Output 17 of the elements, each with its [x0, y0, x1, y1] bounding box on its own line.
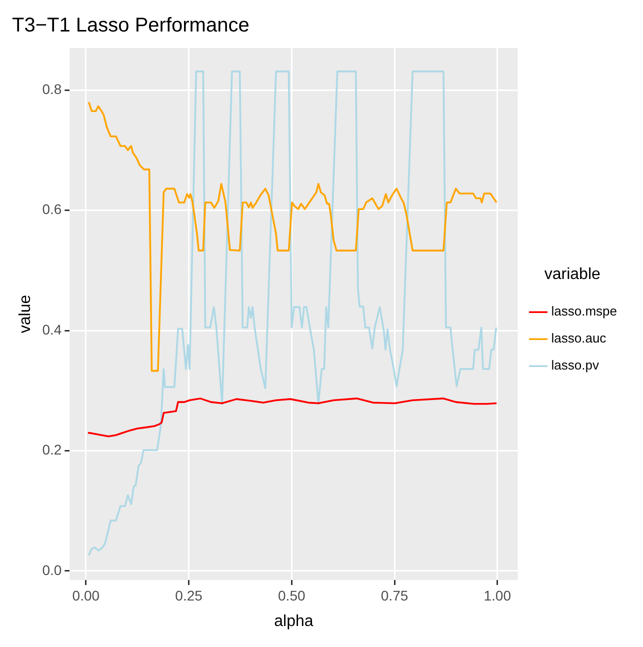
x-tick-label: 0.50: [278, 587, 306, 604]
legend-label: lasso.mspe: [551, 304, 617, 319]
y-tick-label: 0.6: [42, 201, 62, 218]
y-axis-title: value: [17, 294, 34, 334]
y-tick-label: 0.8: [42, 80, 62, 97]
x-tick-label: 0.00: [72, 587, 100, 604]
y-tick-label: 0.4: [42, 321, 62, 338]
y-tick-label: 0.2: [42, 442, 62, 458]
y-tick-label: 0.0: [42, 562, 62, 578]
legend-label: lasso.pv: [551, 358, 600, 373]
x-tick-label: 0.25: [175, 587, 203, 604]
chart-title: T3−T1 Lasso Performance: [12, 14, 250, 37]
x-axis-title: alpha: [274, 612, 314, 630]
x-tick-label: 0.75: [380, 587, 408, 604]
legend-title: variable: [544, 266, 600, 283]
legend-label: lasso.auc: [551, 330, 607, 346]
x-tick-label: 1.00: [484, 587, 512, 604]
